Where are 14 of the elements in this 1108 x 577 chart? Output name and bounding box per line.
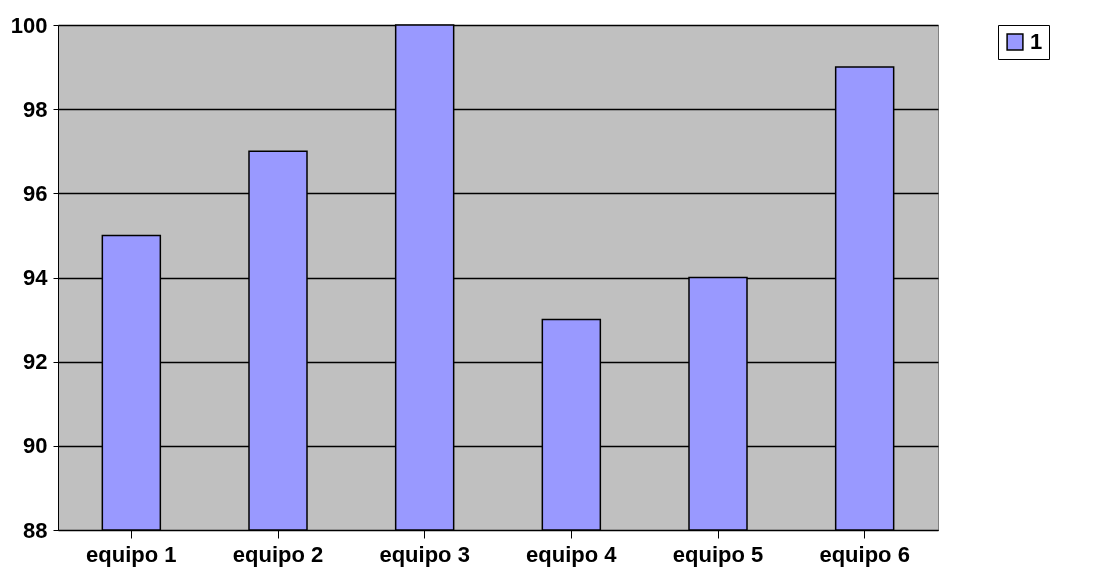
y-tick-label: 88 [23, 517, 48, 543]
x-tick-label: equipo 6 [819, 541, 910, 567]
y-tick-label: 92 [23, 349, 48, 375]
y-tick-label: 98 [23, 96, 48, 122]
x-tick-label: equipo 5 [672, 541, 764, 567]
x-tick-label: equipo 1 [86, 541, 177, 567]
legend-label: 1 [1030, 29, 1043, 54]
x-tick-label: equipo 3 [379, 541, 470, 567]
x-tick-label: equipo 4 [526, 541, 618, 567]
y-tick-label: 96 [23, 180, 48, 206]
x-tick-label: equipo 2 [232, 541, 324, 567]
y-tick-label: 90 [23, 433, 48, 459]
y-tick-label: 100 [10, 12, 48, 38]
y-tick-label: 94 [23, 265, 49, 290]
